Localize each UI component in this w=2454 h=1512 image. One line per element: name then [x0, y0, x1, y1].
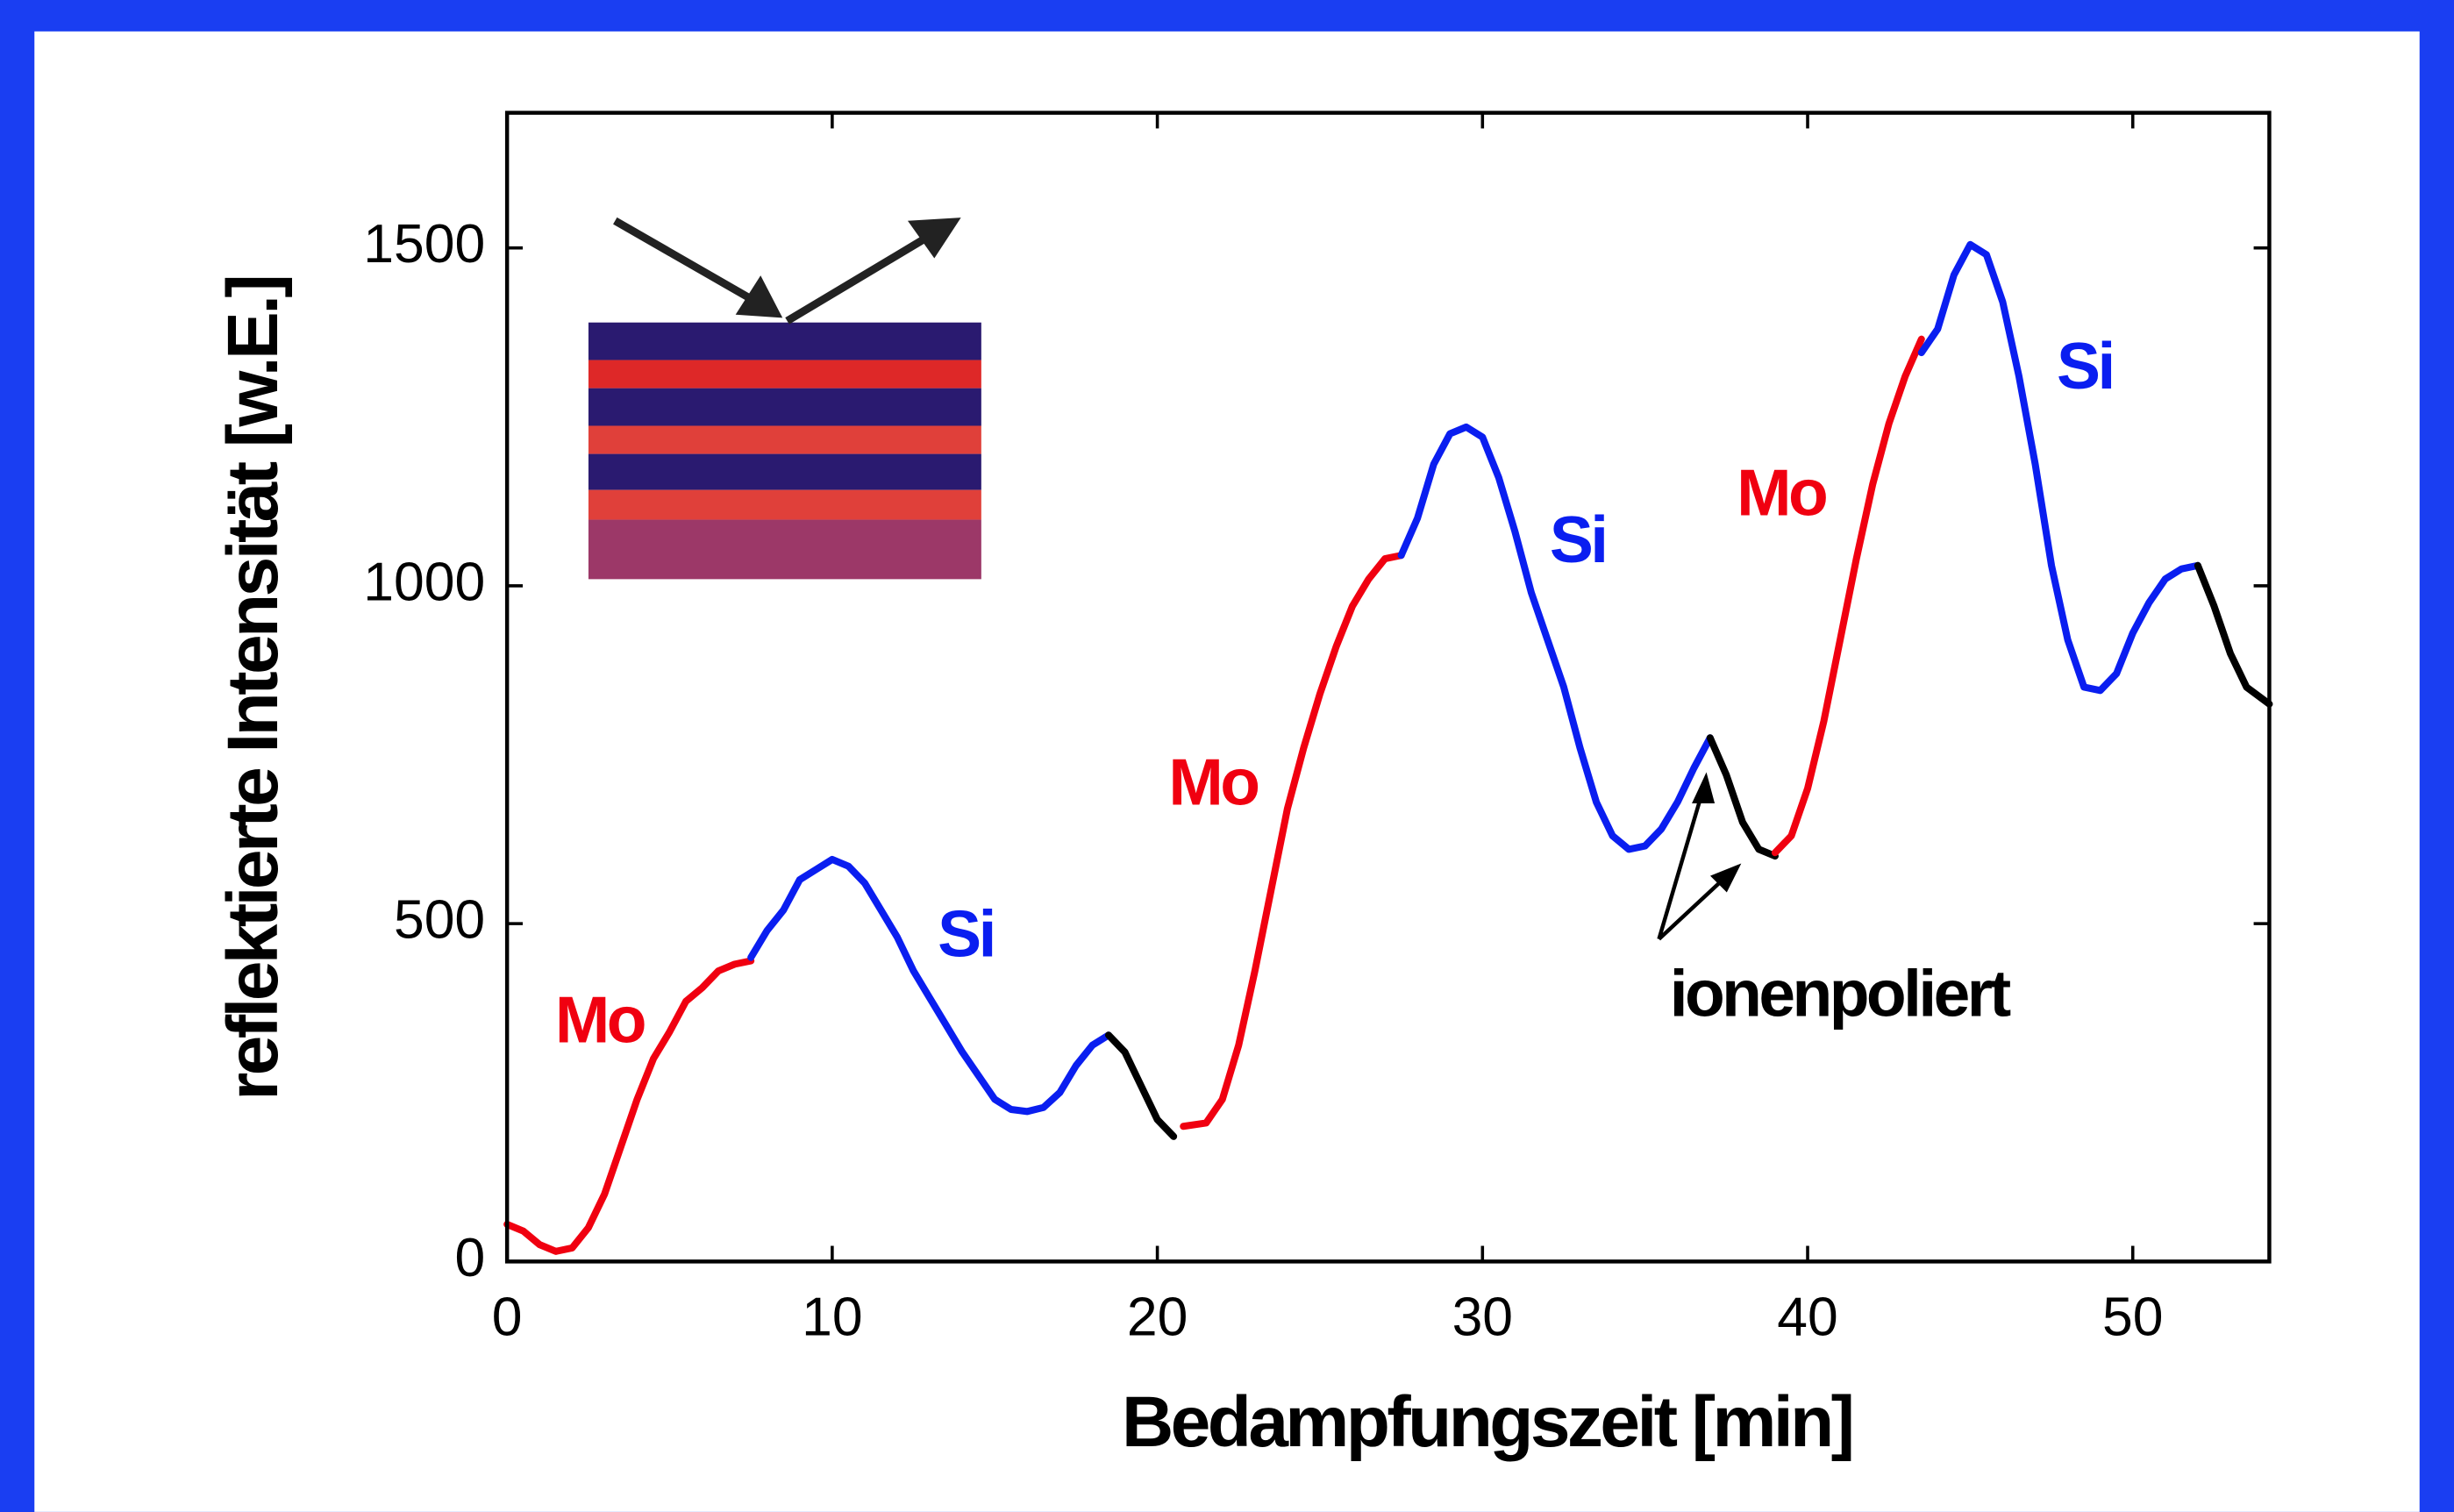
x-tick-label: 30 — [1452, 1287, 1513, 1348]
y-tick-label: 1500 — [363, 213, 485, 275]
x-tick-label: 40 — [1777, 1287, 1837, 1348]
annotation: Si — [2057, 329, 2113, 403]
annotation: Mo — [555, 983, 645, 1057]
x-tick-label: 50 — [2102, 1287, 2163, 1348]
annotation: Si — [938, 897, 994, 971]
annotation: Mo — [1737, 455, 1826, 529]
y-tick-label: 0 — [454, 1227, 485, 1288]
x-axis-label: Bedampfungszeit [min] — [1122, 1382, 1851, 1462]
y-tick-label: 1000 — [363, 551, 485, 612]
x-tick-label: 10 — [802, 1287, 862, 1348]
page: {"chart_data":{"type":"line", "x_label":… — [0, 0, 2454, 1512]
x-tick-label: 20 — [1127, 1287, 1188, 1348]
x-tick-label: 0 — [492, 1287, 523, 1348]
y-axis-label: reflektierte Intensität [w.E.] — [213, 277, 293, 1101]
chart: Bedampfungszeit [min] reflektierte Inten… — [0, 0, 2454, 1512]
y-tick-label: 500 — [394, 889, 485, 951]
annotation: Mo — [1168, 745, 1258, 818]
annotation: ionenpoliert — [1670, 956, 2012, 1030]
annotation: Si — [1550, 503, 1606, 576]
